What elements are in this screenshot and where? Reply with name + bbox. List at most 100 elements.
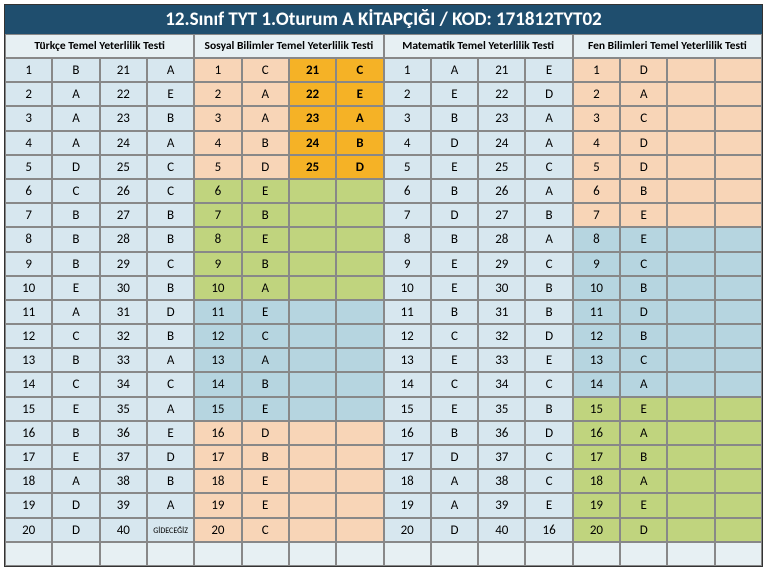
empty-cell: [667, 397, 714, 421]
empty-cell: [667, 493, 714, 517]
q-answer: C: [242, 58, 289, 82]
q-answer: [620, 542, 667, 566]
q-answer: E: [431, 82, 478, 106]
q-answer: [336, 276, 383, 300]
q-number: 11: [384, 300, 431, 324]
empty-cell: [667, 203, 714, 227]
q-answer: B: [242, 203, 289, 227]
q-answer: A: [336, 106, 383, 130]
q-number: 20: [573, 518, 620, 542]
q-answer: C: [525, 372, 572, 396]
empty-cell: [715, 252, 762, 276]
q-answer: C: [52, 179, 99, 203]
q-number: 20: [194, 518, 241, 542]
q-answer: [336, 518, 383, 542]
q-answer: C: [431, 324, 478, 348]
q-answer: C: [147, 179, 194, 203]
q-answer: B: [242, 131, 289, 155]
q-answer: A: [242, 82, 289, 106]
q-answer: A: [620, 82, 667, 106]
q-answer: E: [525, 58, 572, 82]
q-number: 23: [478, 106, 525, 130]
empty-cell: [715, 203, 762, 227]
q-answer: C: [620, 106, 667, 130]
q-answer: B: [431, 300, 478, 324]
q-answer: D: [242, 421, 289, 445]
q-answer: E: [242, 397, 289, 421]
q-number: 35: [100, 397, 147, 421]
q-answer: D: [620, 155, 667, 179]
q-number: 34: [100, 372, 147, 396]
q-answer: D: [620, 300, 667, 324]
empty-cell: [715, 469, 762, 493]
q-number: 33: [478, 348, 525, 372]
q-number: 19: [573, 493, 620, 517]
q-number: 8: [5, 227, 52, 251]
q-answer: B: [525, 397, 572, 421]
empty-cell: [715, 227, 762, 251]
q-number: 30: [100, 276, 147, 300]
q-answer: E: [52, 397, 99, 421]
empty-cell: [715, 82, 762, 106]
q-number: [289, 397, 336, 421]
q-number: 23: [289, 106, 336, 130]
q-answer: A: [525, 131, 572, 155]
title-bar: 12.Sınıf TYT 1.Oturum A KİTAPÇIĞI / KOD:…: [5, 5, 762, 34]
q-answer: D: [620, 518, 667, 542]
q-number: 36: [478, 421, 525, 445]
empty-cell: [667, 542, 714, 566]
q-number: 2: [5, 82, 52, 106]
q-number: [194, 542, 241, 566]
q-number: 17: [384, 445, 431, 469]
q-answer: C: [52, 372, 99, 396]
empty-cell: [715, 155, 762, 179]
q-number: 33: [100, 348, 147, 372]
empty-cell: [715, 276, 762, 300]
q-answer: [52, 542, 99, 566]
q-number: [289, 421, 336, 445]
q-answer: B: [147, 106, 194, 130]
q-answer: A: [431, 469, 478, 493]
q-number: 27: [100, 203, 147, 227]
q-number: [478, 542, 525, 566]
q-number: 18: [384, 469, 431, 493]
q-answer: B: [147, 324, 194, 348]
q-answer: E: [525, 493, 572, 517]
q-answer: D: [431, 518, 478, 542]
q-number: 14: [384, 372, 431, 396]
empty-cell: [667, 469, 714, 493]
q-number: 29: [478, 252, 525, 276]
q-number: 24: [289, 131, 336, 155]
q-answer: E: [242, 493, 289, 517]
q-answer: E: [242, 300, 289, 324]
q-number: 2: [384, 82, 431, 106]
q-answer: E: [525, 348, 572, 372]
q-number: 9: [384, 252, 431, 276]
q-answer: E: [620, 493, 667, 517]
q-number: 9: [573, 252, 620, 276]
q-number: 12: [194, 324, 241, 348]
q-answer: C: [620, 348, 667, 372]
q-number: 4: [5, 131, 52, 155]
q-number: 39: [100, 493, 147, 517]
q-number: 3: [194, 106, 241, 130]
empty-cell: [667, 372, 714, 396]
q-answer: B: [620, 179, 667, 203]
q-number: [289, 518, 336, 542]
q-answer: [336, 252, 383, 276]
q-answer: A: [52, 82, 99, 106]
q-number: 3: [5, 106, 52, 130]
q-answer: B: [147, 276, 194, 300]
q-number: 2: [194, 82, 241, 106]
q-answer: D: [525, 82, 572, 106]
empty-cell: [715, 372, 762, 396]
q-number: 15: [384, 397, 431, 421]
q-answer: C: [525, 252, 572, 276]
q-answer: E: [52, 445, 99, 469]
q-number: 6: [5, 179, 52, 203]
empty-cell: [715, 106, 762, 130]
q-answer: C: [147, 372, 194, 396]
q-number: 21: [289, 58, 336, 82]
q-number: 26: [100, 179, 147, 203]
q-answer: D: [52, 518, 99, 542]
